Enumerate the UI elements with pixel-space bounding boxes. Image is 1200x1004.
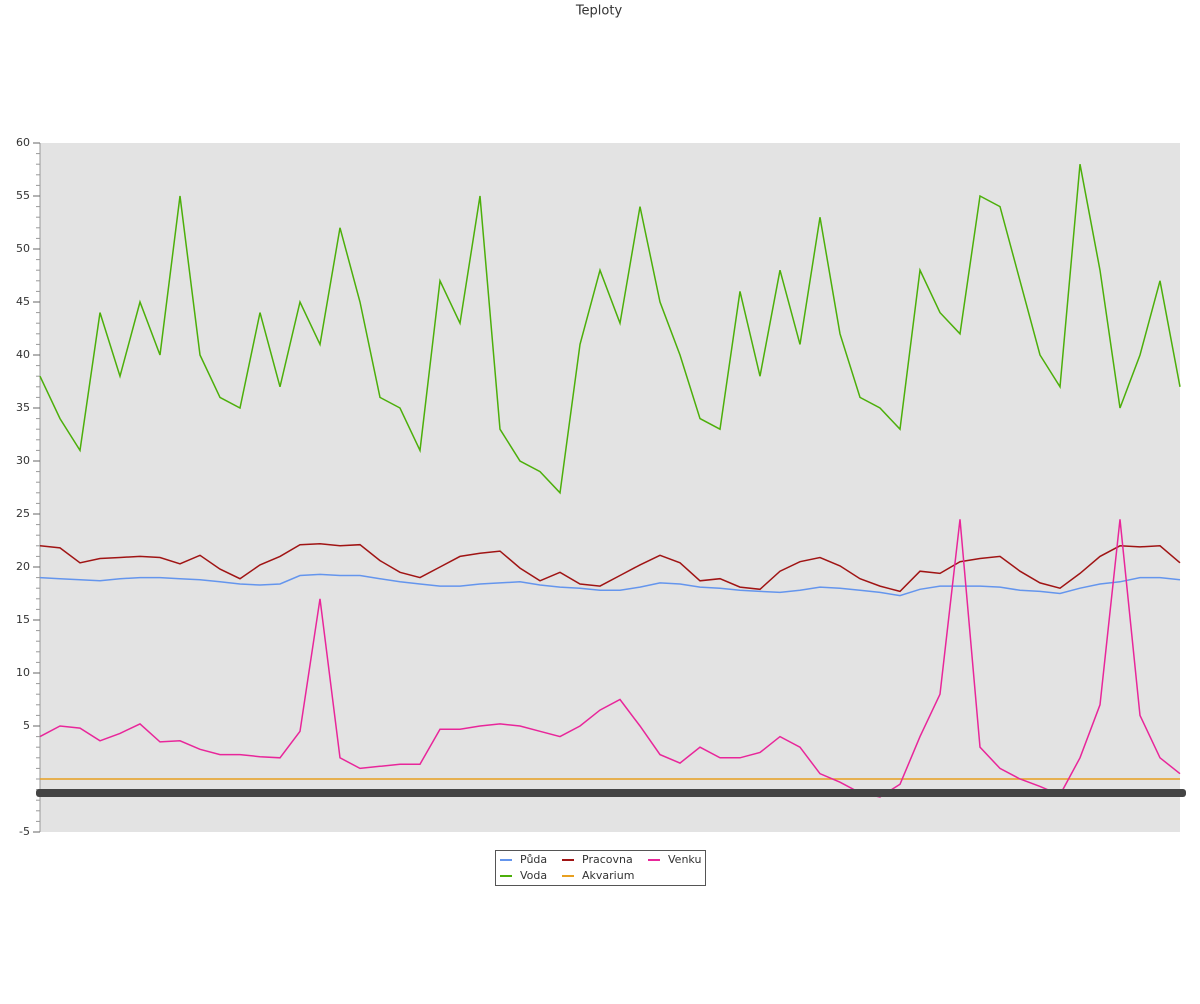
legend-label: Pracovna [582,853,633,866]
y-tick-label: 20 [16,560,30,573]
series-line [39,573,1181,597]
x-label-band [36,789,1186,797]
legend-label: Venku [668,853,701,866]
y-tick-label: 25 [16,507,30,520]
legend-label: Akvarium [582,869,634,882]
legend-box [495,850,706,886]
y-tick-label: 40 [16,348,30,361]
legend-label: Půda [520,853,547,866]
y-tick-label: -5 [19,825,30,838]
y-tick-label: 35 [16,401,30,414]
y-tick-label: 50 [16,242,30,255]
y-tick-label: 55 [16,189,30,202]
y-tick-label: 15 [16,613,30,626]
series-line [39,519,1181,798]
plot-area [40,143,1180,832]
chart-title: Teploty [575,4,623,19]
y-tick-label: 30 [16,454,30,467]
series-line [39,164,1181,495]
y-tick-label: 5 [23,719,30,732]
y-tick-label: 60 [16,136,30,149]
y-tick-label: 45 [16,295,30,308]
series-line [39,542,1181,593]
y-tick-label: 10 [16,666,30,679]
legend-label: Voda [520,869,547,882]
